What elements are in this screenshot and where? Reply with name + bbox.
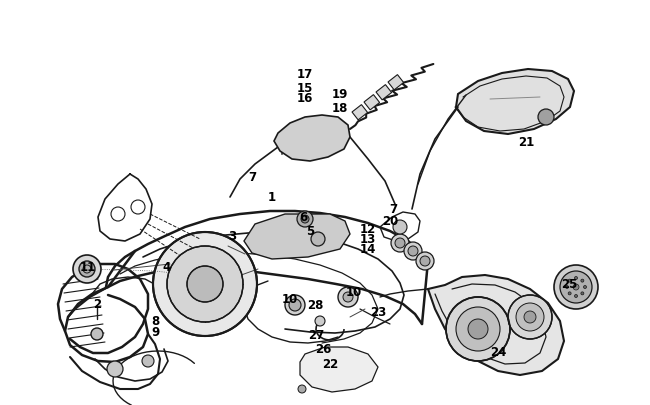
Circle shape: [560, 271, 592, 303]
Circle shape: [524, 311, 536, 323]
Circle shape: [581, 292, 584, 295]
Circle shape: [566, 286, 569, 289]
Circle shape: [73, 256, 101, 284]
Text: 4: 4: [163, 261, 171, 274]
Polygon shape: [456, 70, 574, 135]
Circle shape: [568, 279, 571, 282]
Text: 3: 3: [228, 230, 236, 243]
Text: 8: 8: [151, 315, 159, 328]
Circle shape: [285, 295, 305, 315]
Text: 7: 7: [389, 203, 397, 216]
Text: 10: 10: [346, 286, 362, 299]
Text: 2: 2: [93, 298, 101, 311]
Text: 7: 7: [248, 171, 256, 184]
Text: 10: 10: [282, 293, 298, 306]
Text: 1: 1: [268, 191, 276, 204]
Text: 5: 5: [306, 225, 314, 238]
Circle shape: [516, 303, 544, 331]
Text: 22: 22: [322, 358, 338, 371]
Polygon shape: [274, 116, 350, 162]
Circle shape: [315, 316, 325, 326]
Text: 20: 20: [382, 215, 398, 228]
Circle shape: [538, 110, 554, 126]
Circle shape: [297, 211, 313, 228]
Circle shape: [167, 246, 243, 322]
Bar: [352, 105, 368, 121]
Circle shape: [393, 220, 407, 234]
Circle shape: [142, 355, 154, 367]
Circle shape: [107, 361, 123, 377]
Circle shape: [456, 307, 500, 351]
Circle shape: [298, 385, 306, 393]
Circle shape: [391, 234, 409, 252]
Bar: [388, 75, 404, 91]
Text: 16: 16: [297, 91, 313, 104]
Circle shape: [408, 246, 418, 256]
Text: 28: 28: [307, 299, 323, 312]
Bar: [364, 95, 380, 111]
Text: 21: 21: [518, 136, 534, 149]
Polygon shape: [300, 347, 378, 392]
Text: 27: 27: [308, 329, 324, 342]
Text: 15: 15: [297, 81, 313, 94]
Circle shape: [153, 232, 257, 336]
Circle shape: [573, 284, 579, 290]
Bar: [376, 85, 391, 100]
Circle shape: [508, 295, 552, 339]
Text: 24: 24: [490, 345, 506, 358]
Circle shape: [343, 292, 353, 302]
Text: 18: 18: [332, 101, 348, 114]
Circle shape: [420, 256, 430, 266]
Circle shape: [91, 328, 103, 340]
Circle shape: [575, 295, 577, 298]
Circle shape: [338, 287, 358, 307]
Circle shape: [568, 292, 571, 295]
Circle shape: [584, 286, 586, 289]
Circle shape: [554, 265, 598, 309]
Circle shape: [301, 215, 309, 224]
Text: 14: 14: [360, 243, 376, 256]
Circle shape: [187, 266, 223, 302]
Circle shape: [311, 232, 325, 246]
Text: 23: 23: [370, 306, 386, 319]
Text: 25: 25: [561, 278, 577, 291]
Text: 11: 11: [80, 261, 96, 274]
Circle shape: [404, 243, 422, 260]
Text: 6: 6: [299, 211, 307, 224]
Circle shape: [79, 261, 95, 277]
Circle shape: [575, 277, 577, 280]
Text: 19: 19: [332, 88, 348, 101]
Polygon shape: [244, 215, 350, 259]
Text: 13: 13: [360, 233, 376, 246]
Circle shape: [468, 319, 488, 339]
Circle shape: [395, 239, 405, 248]
Circle shape: [289, 299, 301, 311]
Text: 17: 17: [297, 67, 313, 80]
Text: 12: 12: [360, 223, 376, 236]
Text: 26: 26: [315, 343, 332, 356]
Circle shape: [446, 297, 510, 361]
Text: 9: 9: [151, 326, 159, 339]
Polygon shape: [428, 275, 564, 375]
Circle shape: [581, 279, 584, 282]
Circle shape: [416, 252, 434, 270]
